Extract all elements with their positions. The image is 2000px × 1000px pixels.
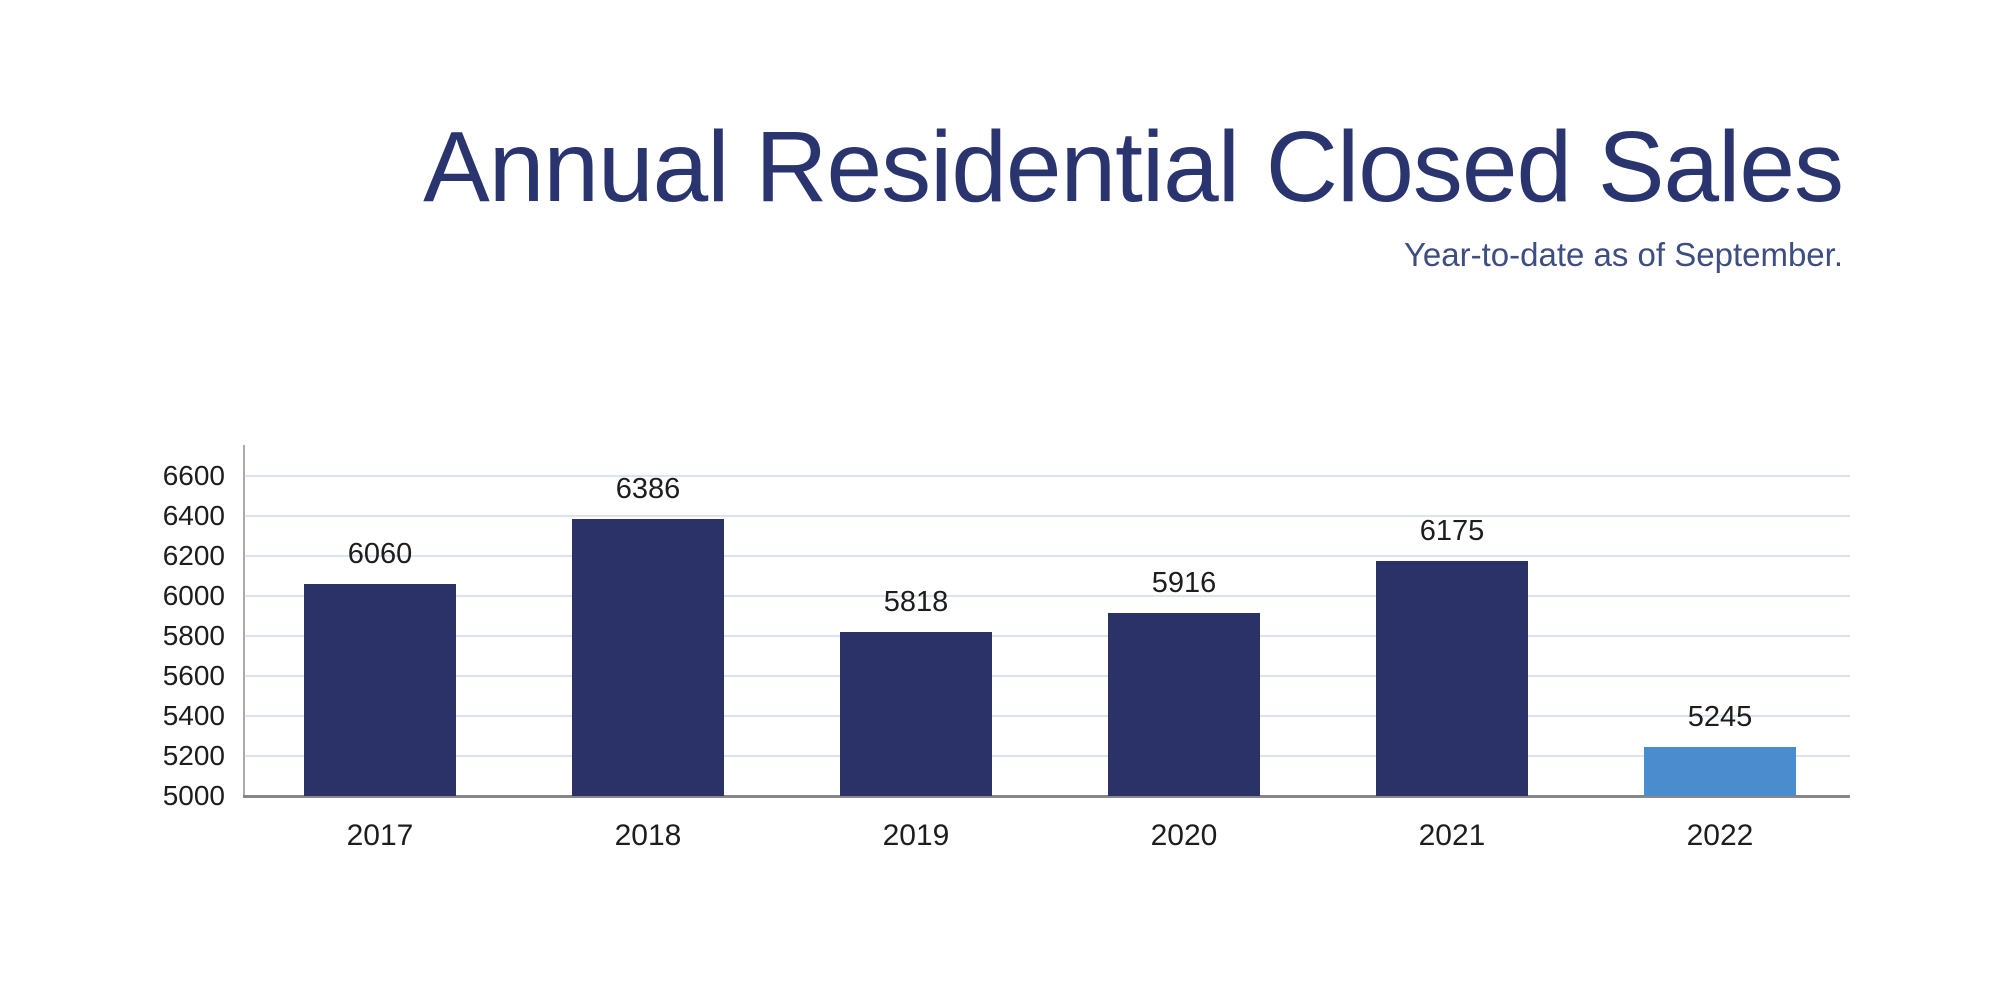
bar-value-label: 6175 <box>1419 515 1485 547</box>
y-tick-label: 6000 <box>162 580 225 611</box>
bar-highlighted <box>1644 747 1796 796</box>
bar-value-label: 5818 <box>883 586 949 619</box>
gridline <box>245 635 1850 637</box>
chart-title: Annual Residential Closed Sales <box>423 111 1844 223</box>
y-tick-label: 5600 <box>162 660 225 691</box>
gridline <box>245 475 1850 477</box>
bar <box>304 584 456 796</box>
x-tick-label: 2017 <box>346 819 414 852</box>
bar-value-label: 6060 <box>347 538 413 570</box>
y-tick-label: 5800 <box>162 620 225 651</box>
y-tick-label: 6600 <box>162 460 225 491</box>
x-tick-label: 2019 <box>882 819 950 852</box>
x-tick-label: 2018 <box>614 819 682 852</box>
gridline <box>245 595 1850 597</box>
chart-header: Annual Residential Closed Sales Year-to-… <box>423 111 1844 274</box>
x-tick-label: 2022 <box>1686 819 1754 852</box>
bar-value-label: 5916 <box>1151 566 1217 599</box>
bar <box>840 632 992 796</box>
y-tick-label: 6400 <box>162 500 225 531</box>
x-axis-line <box>243 795 1850 798</box>
bar-value-label: 5245 <box>1687 701 1753 733</box>
gridline <box>245 755 1850 757</box>
x-tick-label: 2020 <box>1150 819 1218 852</box>
y-axis-line <box>243 445 245 798</box>
y-tick-label: 5000 <box>162 780 225 811</box>
x-tick-label: 2021 <box>1418 819 1486 852</box>
chart-subtitle: Year-to-date as of September. <box>1403 236 1843 273</box>
gridline <box>245 515 1850 517</box>
bar <box>1108 612 1260 796</box>
gridline <box>245 675 1850 677</box>
y-tick-label: 6200 <box>162 540 225 571</box>
gridline <box>245 555 1850 557</box>
y-tick-label: 5400 <box>162 700 225 731</box>
bar-value-label: 6386 <box>615 472 681 505</box>
bar <box>572 518 724 796</box>
gridline <box>245 715 1850 717</box>
y-tick-label: 5200 <box>162 740 225 771</box>
bar <box>1376 561 1528 796</box>
